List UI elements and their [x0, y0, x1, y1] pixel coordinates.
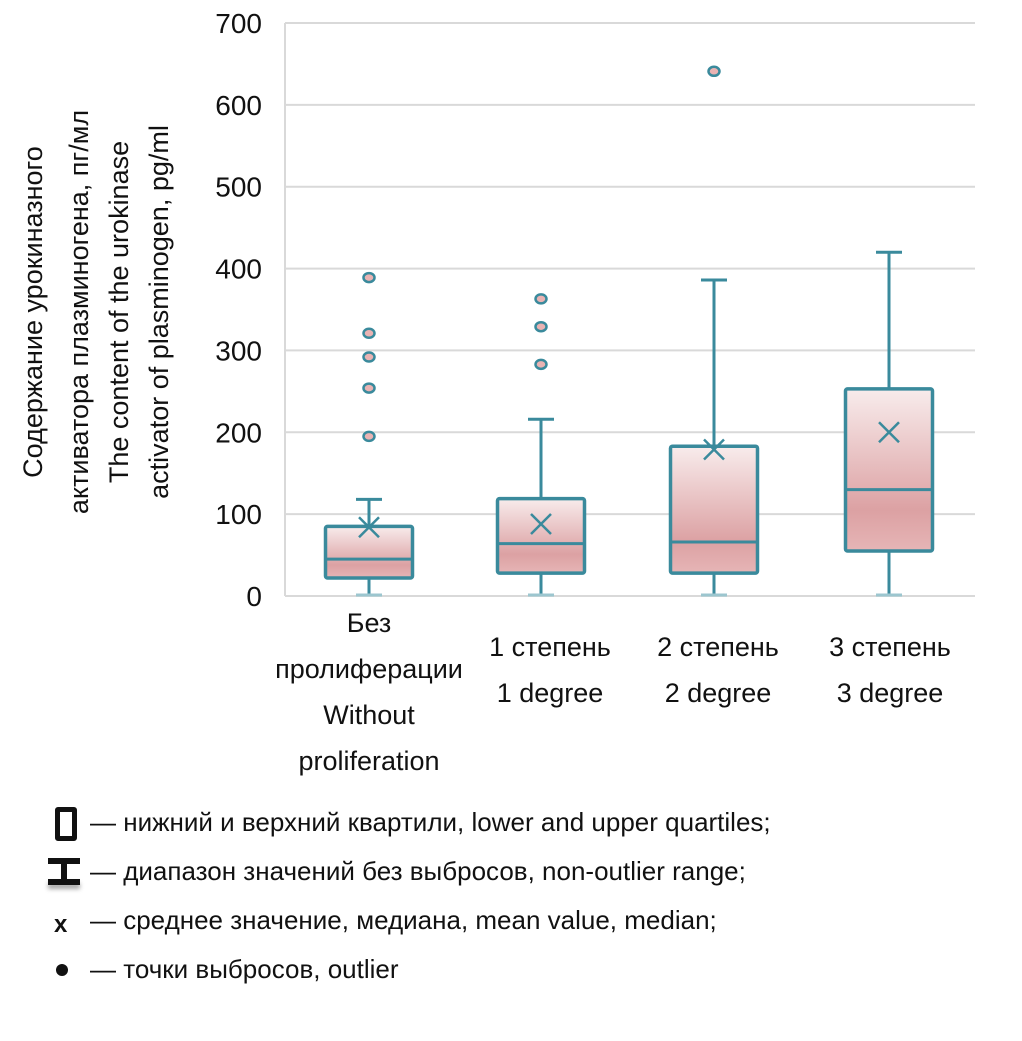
mean-marker — [878, 421, 900, 444]
quartile-box — [323, 524, 415, 580]
legend-item-range: — диапазон значений без выбросов, non-ou… — [40, 847, 1000, 896]
quartile-box — [843, 387, 935, 553]
y-axis-label-line: активатора плазминогена, пг/мл — [64, 110, 94, 514]
outlier-point — [534, 320, 548, 333]
y-tick-label: 300 — [215, 335, 262, 366]
legend-text: — диапазон значений без выбросов, non-ou… — [90, 856, 746, 886]
y-axis-label-line: Содержание урокиназного — [18, 146, 48, 478]
whisker-icon — [40, 852, 90, 892]
box-group — [323, 271, 415, 597]
legend-item-mean: x — среднее значение, медиана, mean valu… — [40, 896, 1000, 945]
category-label: 1 degree — [497, 678, 604, 708]
mean-marker — [358, 516, 380, 539]
mean-marker — [703, 438, 725, 461]
outlier-point — [362, 271, 376, 284]
outlier-point — [534, 293, 548, 305]
outlier-point — [362, 430, 376, 443]
quartile-box — [668, 444, 760, 575]
y-tick-label: 0 — [246, 581, 262, 612]
legend-item-outlier: — точки выбросов, outlier — [40, 945, 1000, 994]
category-label: 3 degree — [837, 678, 944, 708]
boxes — [323, 65, 935, 597]
x-mark-icon: x — [54, 910, 68, 938]
legend: — нижний и верхний квартили, lower and u… — [40, 798, 1000, 994]
legend-text: — точки выбросов, outlier — [90, 954, 399, 984]
category-label: proliferation — [298, 746, 439, 776]
category-label: 2 degree — [665, 678, 772, 708]
category-label: Without — [323, 700, 415, 730]
grid — [284, 22, 975, 597]
y-tick-label: 500 — [215, 172, 262, 203]
mean-marker — [530, 513, 552, 535]
outlier-point — [362, 382, 376, 394]
quartile-box — [495, 496, 587, 575]
category-label: 1 степень — [489, 632, 611, 662]
y-tick-label: 400 — [215, 254, 262, 285]
category-label: 3 степень — [829, 632, 951, 662]
x-axis-categories: Без пролиферации Without proliferation 1 сте… — [275, 608, 951, 776]
dot-icon — [40, 950, 90, 990]
legend-item-quartiles: — нижний и верхний квартили, lower and u… — [40, 798, 1000, 847]
box-group — [495, 293, 587, 597]
category-label: Без — [347, 608, 392, 638]
y-tick-label: 700 — [215, 8, 262, 39]
outlier-point — [707, 65, 721, 78]
y-tick-label: 600 — [215, 90, 262, 121]
y-axis-ticks: 0 100 200 300 400 500 600 700 — [215, 8, 262, 612]
outlier-point — [534, 358, 548, 371]
box-icon — [40, 803, 90, 843]
category-label: 2 степень — [657, 632, 779, 662]
y-tick-label: 100 — [215, 499, 262, 530]
legend-text: — нижний и верхний квартили, lower and u… — [90, 807, 771, 837]
outlier-point — [362, 327, 376, 339]
y-axis-label-line: activator of plasminogen, pg/ml — [144, 125, 174, 499]
boxplot-chart: 0 100 200 300 400 500 600 700 Содержание урокин… — [18, 8, 975, 776]
box-group — [668, 65, 760, 597]
box-group — [843, 250, 935, 597]
y-tick-label: 200 — [215, 417, 262, 448]
category-label: пролиферации — [275, 654, 463, 684]
outlier-point — [362, 351, 376, 363]
legend-text: — среднее значение, медиана, mean value,… — [90, 905, 717, 935]
y-axis-label-line: The content of the urokinase — [104, 141, 134, 483]
y-axis-label: Содержание урокиназного активатора плазми… — [18, 110, 174, 514]
